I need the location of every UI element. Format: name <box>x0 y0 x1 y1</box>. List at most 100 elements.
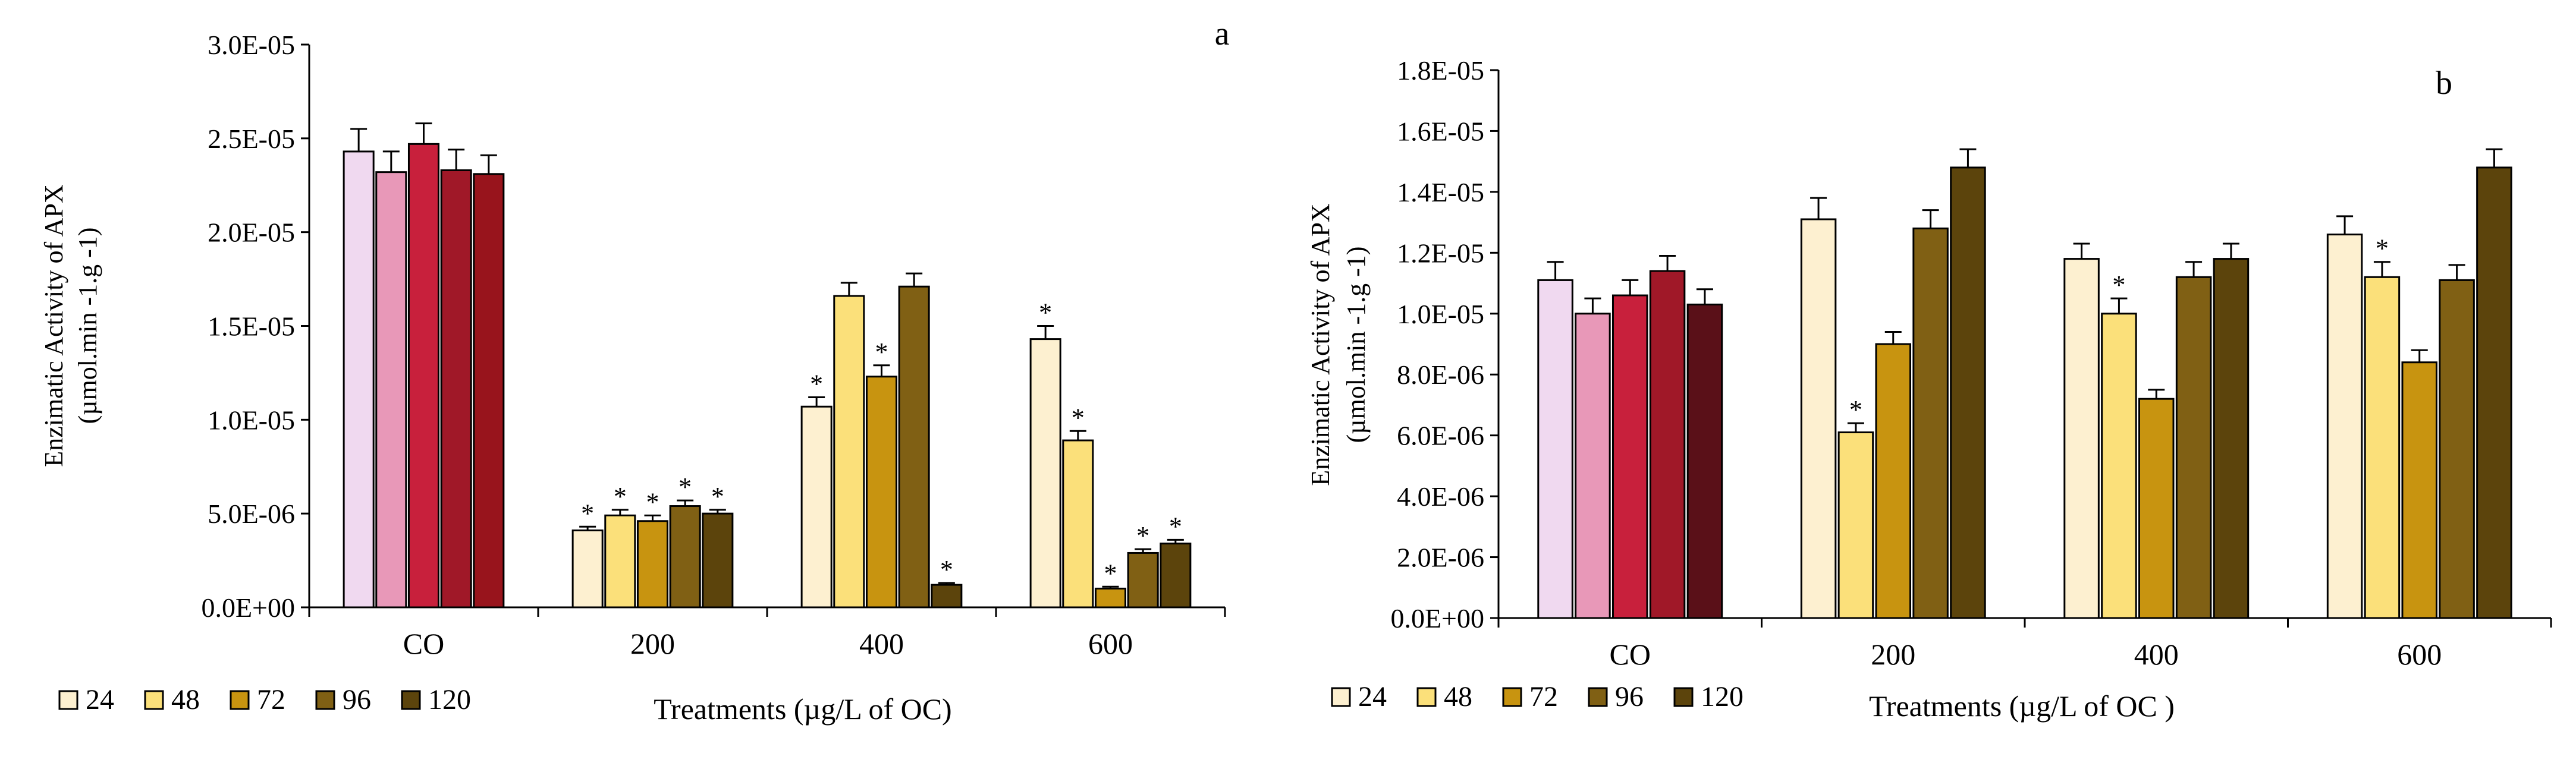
bar <box>833 295 865 609</box>
y-tick-label: 2.0E-06 <box>1397 543 1484 573</box>
legend-label: 24 <box>86 684 114 715</box>
bar <box>1127 551 1159 609</box>
significance-marker: * <box>875 338 888 367</box>
legend-swatch <box>1588 687 1608 707</box>
y-axis-label: Enzimatic Activity of APX <box>1306 203 1335 486</box>
y-tick-label: 0.0E+00 <box>201 592 295 623</box>
y-tick-label: 0.0E+00 <box>1390 603 1484 633</box>
bar <box>1537 279 1573 619</box>
legend-label: 48 <box>1444 681 1472 713</box>
y-axis-label: Enzimatic Activity of APX <box>39 184 68 466</box>
significance-marker: * <box>1169 512 1182 541</box>
significance-marker: * <box>2376 234 2389 263</box>
bar <box>2138 398 2175 619</box>
legend-swatch <box>1416 687 1437 707</box>
bar <box>1950 166 1986 619</box>
legend-label: 72 <box>257 684 285 715</box>
bar <box>2326 234 2363 619</box>
legend-swatch <box>58 690 78 710</box>
y-tick-label: 1.0E-05 <box>1397 299 1484 329</box>
bar <box>1875 343 1912 619</box>
panel-letter: b <box>2436 65 2452 102</box>
bar <box>407 143 440 609</box>
legend-swatch <box>1502 687 1522 707</box>
legend-label: 120 <box>1701 681 1743 713</box>
bar <box>1800 218 1837 619</box>
significance-marker: * <box>1136 521 1149 550</box>
legend-label: 48 <box>171 684 200 715</box>
significance-marker: * <box>1072 403 1085 432</box>
bar <box>865 376 898 609</box>
bar <box>2364 276 2401 619</box>
legend: 24 48 72 96 120 <box>58 684 471 715</box>
y-tick-label: 6.0E-06 <box>1397 421 1484 451</box>
significance-marker: * <box>678 472 692 502</box>
significance-marker: * <box>711 482 724 511</box>
legend: 24 48 72 96 120 <box>1331 681 1743 713</box>
bar <box>2401 361 2438 619</box>
bar <box>2101 313 2137 619</box>
y-tick-label: 1.4E-05 <box>1397 177 1484 207</box>
bar <box>636 520 669 609</box>
legend-swatch <box>1673 687 1694 707</box>
x-category-label: 200 <box>630 627 675 660</box>
bar <box>702 512 734 609</box>
bar <box>1029 338 1061 609</box>
y-tick-label: 8.0E-06 <box>1397 360 1484 390</box>
legend-label: 24 <box>1358 681 1387 713</box>
bar <box>1611 294 1648 619</box>
x-category-label: CO <box>1610 638 1651 671</box>
bar <box>1686 303 1723 619</box>
y-tick-label: 1.8E-05 <box>1397 55 1484 86</box>
legend-swatch <box>315 690 335 710</box>
x-category-label: CO <box>403 627 444 660</box>
significance-marker: * <box>646 487 659 516</box>
chart-panel-b: 0.0E+00 2.0E-06 4.0E-06 6.0E-06 8.0E-06 1.0E-… <box>1306 55 2552 723</box>
bar <box>343 150 375 609</box>
x-category-label: 400 <box>859 627 904 660</box>
bar <box>1160 543 1192 609</box>
bar <box>2175 276 2212 619</box>
bar <box>473 173 505 609</box>
bar <box>440 169 472 609</box>
bar <box>1575 313 1611 619</box>
legend-swatch <box>1331 687 1351 707</box>
legend-label: 96 <box>343 684 371 715</box>
y-tick-label: 1.6E-05 <box>1397 116 1484 146</box>
significance-marker: * <box>581 499 594 528</box>
significance-marker: * <box>1039 298 1052 327</box>
y-tick-label: 2.5E-05 <box>208 124 295 154</box>
y-tick-label: 5.0E-06 <box>208 499 295 529</box>
x-axis-title: Treatments (µg/L of OC) <box>654 692 951 726</box>
y-tick-label: 1.5E-05 <box>208 311 295 342</box>
legend-label: 96 <box>1615 681 1644 713</box>
bar <box>2063 258 2100 619</box>
significance-marker: * <box>1104 559 1117 588</box>
significance-marker: * <box>1849 395 1862 424</box>
panel-letter: a <box>1215 15 1230 52</box>
bar <box>898 285 930 609</box>
significance-marker: * <box>2112 270 2125 300</box>
bar <box>375 171 407 609</box>
x-category-label: 600 <box>2397 638 2442 671</box>
bar <box>2476 166 2512 619</box>
legend-swatch <box>230 690 250 710</box>
y-axis-unit-label: (µmol.min -1.g -1) <box>1342 247 1371 443</box>
y-tick-label: 3.0E-05 <box>208 30 295 60</box>
bar <box>1094 587 1127 609</box>
bar <box>1837 431 1874 619</box>
bar <box>800 405 833 609</box>
bar <box>604 514 636 609</box>
legend-label: 72 <box>1529 681 1558 713</box>
y-tick-label: 2.0E-05 <box>208 217 295 248</box>
bar <box>1912 227 1949 619</box>
bar <box>2213 258 2250 619</box>
x-axis-title: Treatments (µg/L of OC ) <box>1869 689 2175 723</box>
bar <box>1062 439 1094 609</box>
chart-panel-a: 0.0E+00 5.0E-06 1.0E-05 1.5E-05 2.0E-05 2.5E-… <box>39 15 1230 726</box>
y-axis-unit-label: (µmol.min -1.g -1) <box>73 228 102 424</box>
x-category-label: 600 <box>1088 627 1133 660</box>
bar <box>2439 279 2475 619</box>
